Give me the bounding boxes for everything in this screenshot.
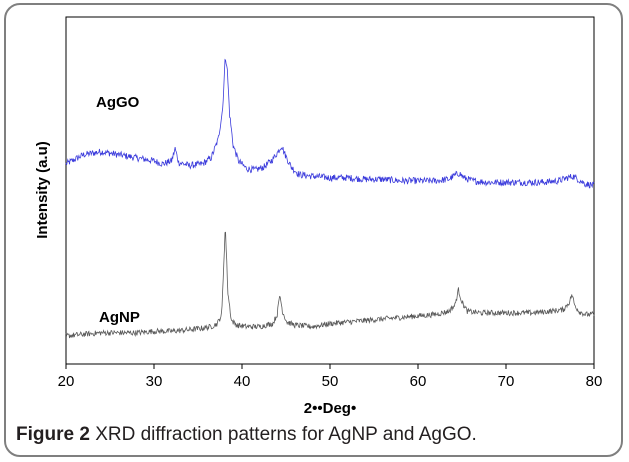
x-tick-label: 40 — [234, 373, 251, 390]
series-labels: AgGO AgNP — [96, 94, 140, 326]
x-tick-label: 70 — [498, 373, 515, 390]
plot-area-border — [65, 16, 595, 365]
x-tick-label: 50 — [322, 373, 339, 390]
series-line-aggo — [65, 58, 595, 189]
figure-caption: Figure 2 XRD diffraction patterns for Ag… — [16, 424, 477, 446]
x-axis-title: 2••Deg• — [304, 400, 356, 417]
caption-label: Figure 2 — [16, 424, 90, 445]
series-line-agnp — [65, 231, 595, 339]
series-label-aggo: AgGO — [96, 94, 140, 111]
y-axis-title: Intensity (a.u) — [34, 141, 51, 239]
x-tick-label: 20 — [58, 373, 75, 390]
x-tick-label: 60 — [410, 373, 427, 390]
x-axis-ticks: 20 30 40 50 60 70 80 — [58, 364, 603, 390]
x-tick-label: 30 — [146, 373, 163, 390]
series-layer — [65, 58, 595, 339]
series-label-agnp: AgNP — [99, 309, 140, 326]
caption-text: XRD diffraction patterns for AgNP and Ag… — [95, 424, 477, 445]
x-tick-label: 80 — [586, 373, 603, 390]
